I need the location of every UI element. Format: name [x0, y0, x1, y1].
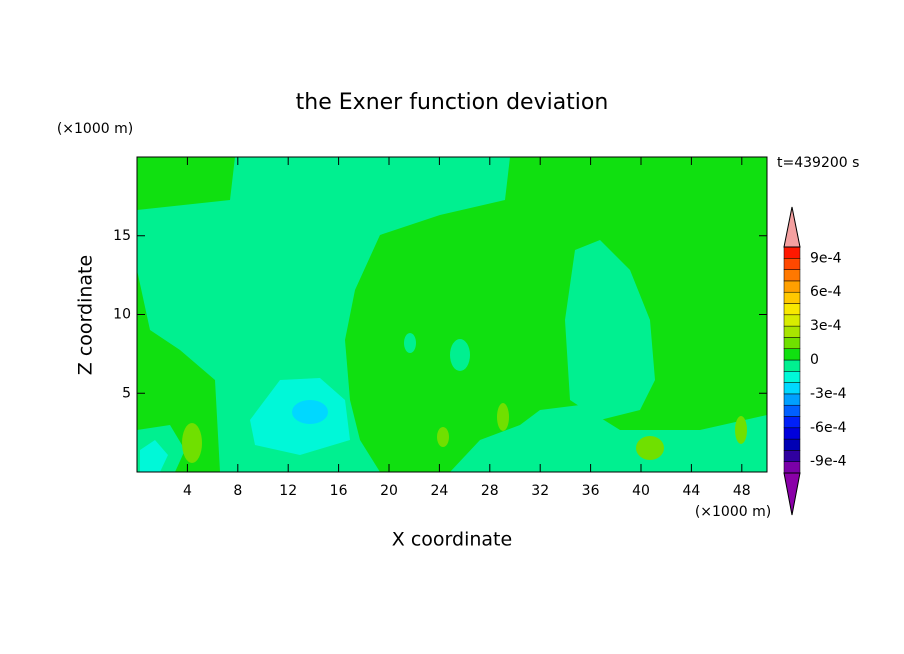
- colorbar-band: [783, 404, 801, 417]
- colorbar-band: [783, 450, 801, 462]
- chart-title: the Exner function deviation: [296, 90, 609, 115]
- colorbar-label: 0: [810, 352, 819, 368]
- colorbar-band: [783, 269, 801, 282]
- region: [636, 436, 664, 460]
- colorbar-band: [783, 461, 801, 474]
- colorbar-band: [783, 303, 801, 316]
- colorbar-band: [783, 371, 801, 383]
- region: [137, 157, 510, 472]
- region: [437, 427, 449, 447]
- x-tick-label: 16: [330, 483, 348, 499]
- x-tick-label: 28: [481, 483, 499, 499]
- region: [497, 403, 509, 431]
- region: [182, 423, 202, 463]
- y-tick-label: 15: [113, 228, 131, 244]
- colorbar-extend-high: [783, 206, 801, 248]
- region: [404, 333, 416, 353]
- colorbar-band: [783, 280, 801, 293]
- colorbar-band: [783, 359, 801, 372]
- colorbar-band: [783, 258, 801, 270]
- colorbar-band: [783, 291, 801, 304]
- x-tick-label: 36: [582, 483, 600, 499]
- colorbar-band: [783, 416, 801, 429]
- axes: 4 8 12 16 20 24 28 32 36 40 44 4851015-9e-4-6e-4-3e…: [113, 157, 847, 516]
- region: [450, 339, 470, 371]
- colorbar-band: [783, 314, 801, 327]
- region: [292, 400, 328, 424]
- x-tick-label: 40: [632, 483, 650, 499]
- y-tick-label: 5: [122, 385, 131, 401]
- colorbar-band: [783, 325, 801, 338]
- x-tick-label: 4: [183, 483, 192, 499]
- colorbar-extend-low: [783, 472, 801, 516]
- x-tick-label: 20: [380, 483, 398, 499]
- colorbar-band: [783, 427, 801, 440]
- colorbar-label: -6e-4: [810, 420, 847, 436]
- colorbar-label: 3e-4: [810, 318, 842, 334]
- colorbar-band: [783, 246, 801, 259]
- y-tick-label: 10: [113, 307, 131, 323]
- y-unit: (×1000 m): [57, 121, 133, 137]
- contour-field: [137, 157, 767, 472]
- time-label: t=439200 s: [777, 155, 859, 171]
- region: [450, 405, 767, 472]
- x-unit: (×1000 m): [695, 504, 771, 520]
- x-axis-label: X coordinate: [392, 529, 512, 551]
- x-tick-label: 48: [733, 483, 751, 499]
- x-tick-label: 44: [682, 483, 700, 499]
- region: [140, 440, 168, 472]
- colorbar-label: -9e-4: [810, 454, 847, 470]
- colorbar-band: [783, 348, 801, 361]
- x-tick-label: 32: [531, 483, 549, 499]
- x-tick-label: 8: [233, 483, 242, 499]
- region: [565, 240, 655, 420]
- colorbar-band: [783, 382, 801, 395]
- y-axis-label: Z coordinate: [75, 255, 97, 375]
- region: [735, 416, 747, 444]
- x-tick-label: 12: [279, 483, 297, 499]
- colorbar-label: 6e-4: [810, 284, 842, 300]
- colorbar-label: -3e-4: [810, 386, 847, 402]
- colorbar-label: 9e-4: [810, 250, 842, 266]
- colorbar-band: [783, 337, 801, 349]
- colorbar-band: [783, 438, 801, 451]
- colorbar-band: [783, 393, 801, 406]
- x-tick-label: 24: [430, 483, 448, 499]
